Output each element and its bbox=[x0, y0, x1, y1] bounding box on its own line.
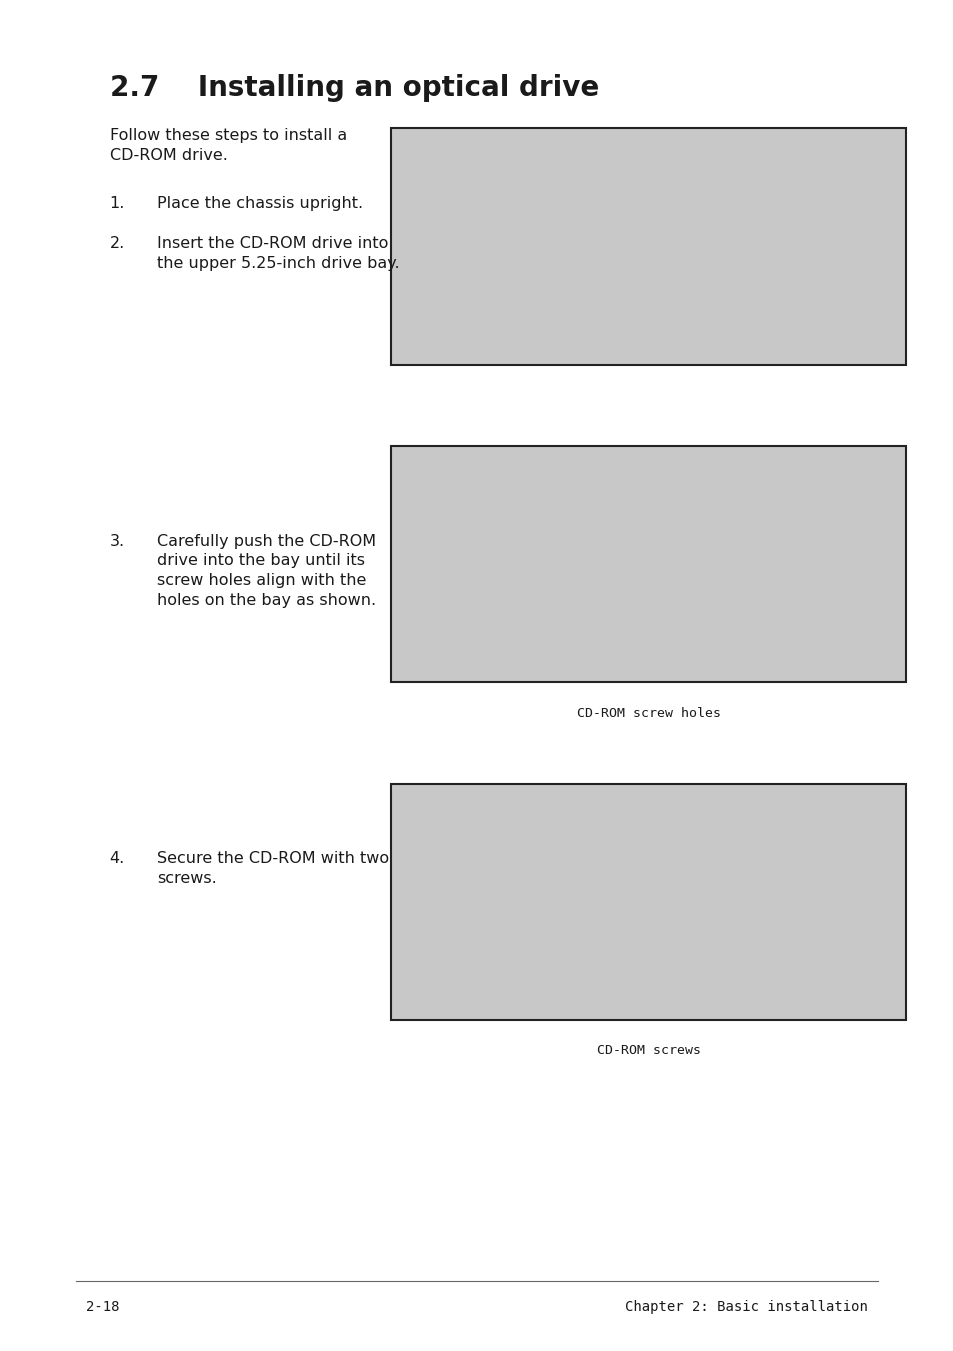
FancyBboxPatch shape bbox=[391, 784, 905, 1020]
FancyBboxPatch shape bbox=[391, 446, 905, 682]
Text: Chapter 2: Basic installation: Chapter 2: Basic installation bbox=[624, 1300, 867, 1313]
Text: Insert the CD-ROM drive into
the upper 5.25-inch drive bay.: Insert the CD-ROM drive into the upper 5… bbox=[157, 236, 399, 272]
Text: CD-ROM screws: CD-ROM screws bbox=[596, 1044, 700, 1058]
Text: 3.: 3. bbox=[110, 534, 125, 549]
Text: Carefully push the CD-ROM
drive into the bay until its
screw holes align with th: Carefully push the CD-ROM drive into the… bbox=[157, 534, 376, 608]
Text: Follow these steps to install a
CD-ROM drive.: Follow these steps to install a CD-ROM d… bbox=[110, 128, 347, 163]
Text: 2-18: 2-18 bbox=[86, 1300, 119, 1313]
FancyBboxPatch shape bbox=[391, 128, 905, 365]
Text: 4.: 4. bbox=[110, 851, 125, 866]
Text: CD-ROM screw holes: CD-ROM screw holes bbox=[577, 707, 720, 720]
Text: 1.: 1. bbox=[110, 196, 125, 211]
Text: Secure the CD-ROM with two
screws.: Secure the CD-ROM with two screws. bbox=[157, 851, 389, 886]
Text: Place the chassis upright.: Place the chassis upright. bbox=[157, 196, 363, 211]
Text: 2.: 2. bbox=[110, 236, 125, 251]
Text: 2.7    Installing an optical drive: 2.7 Installing an optical drive bbox=[110, 74, 598, 103]
